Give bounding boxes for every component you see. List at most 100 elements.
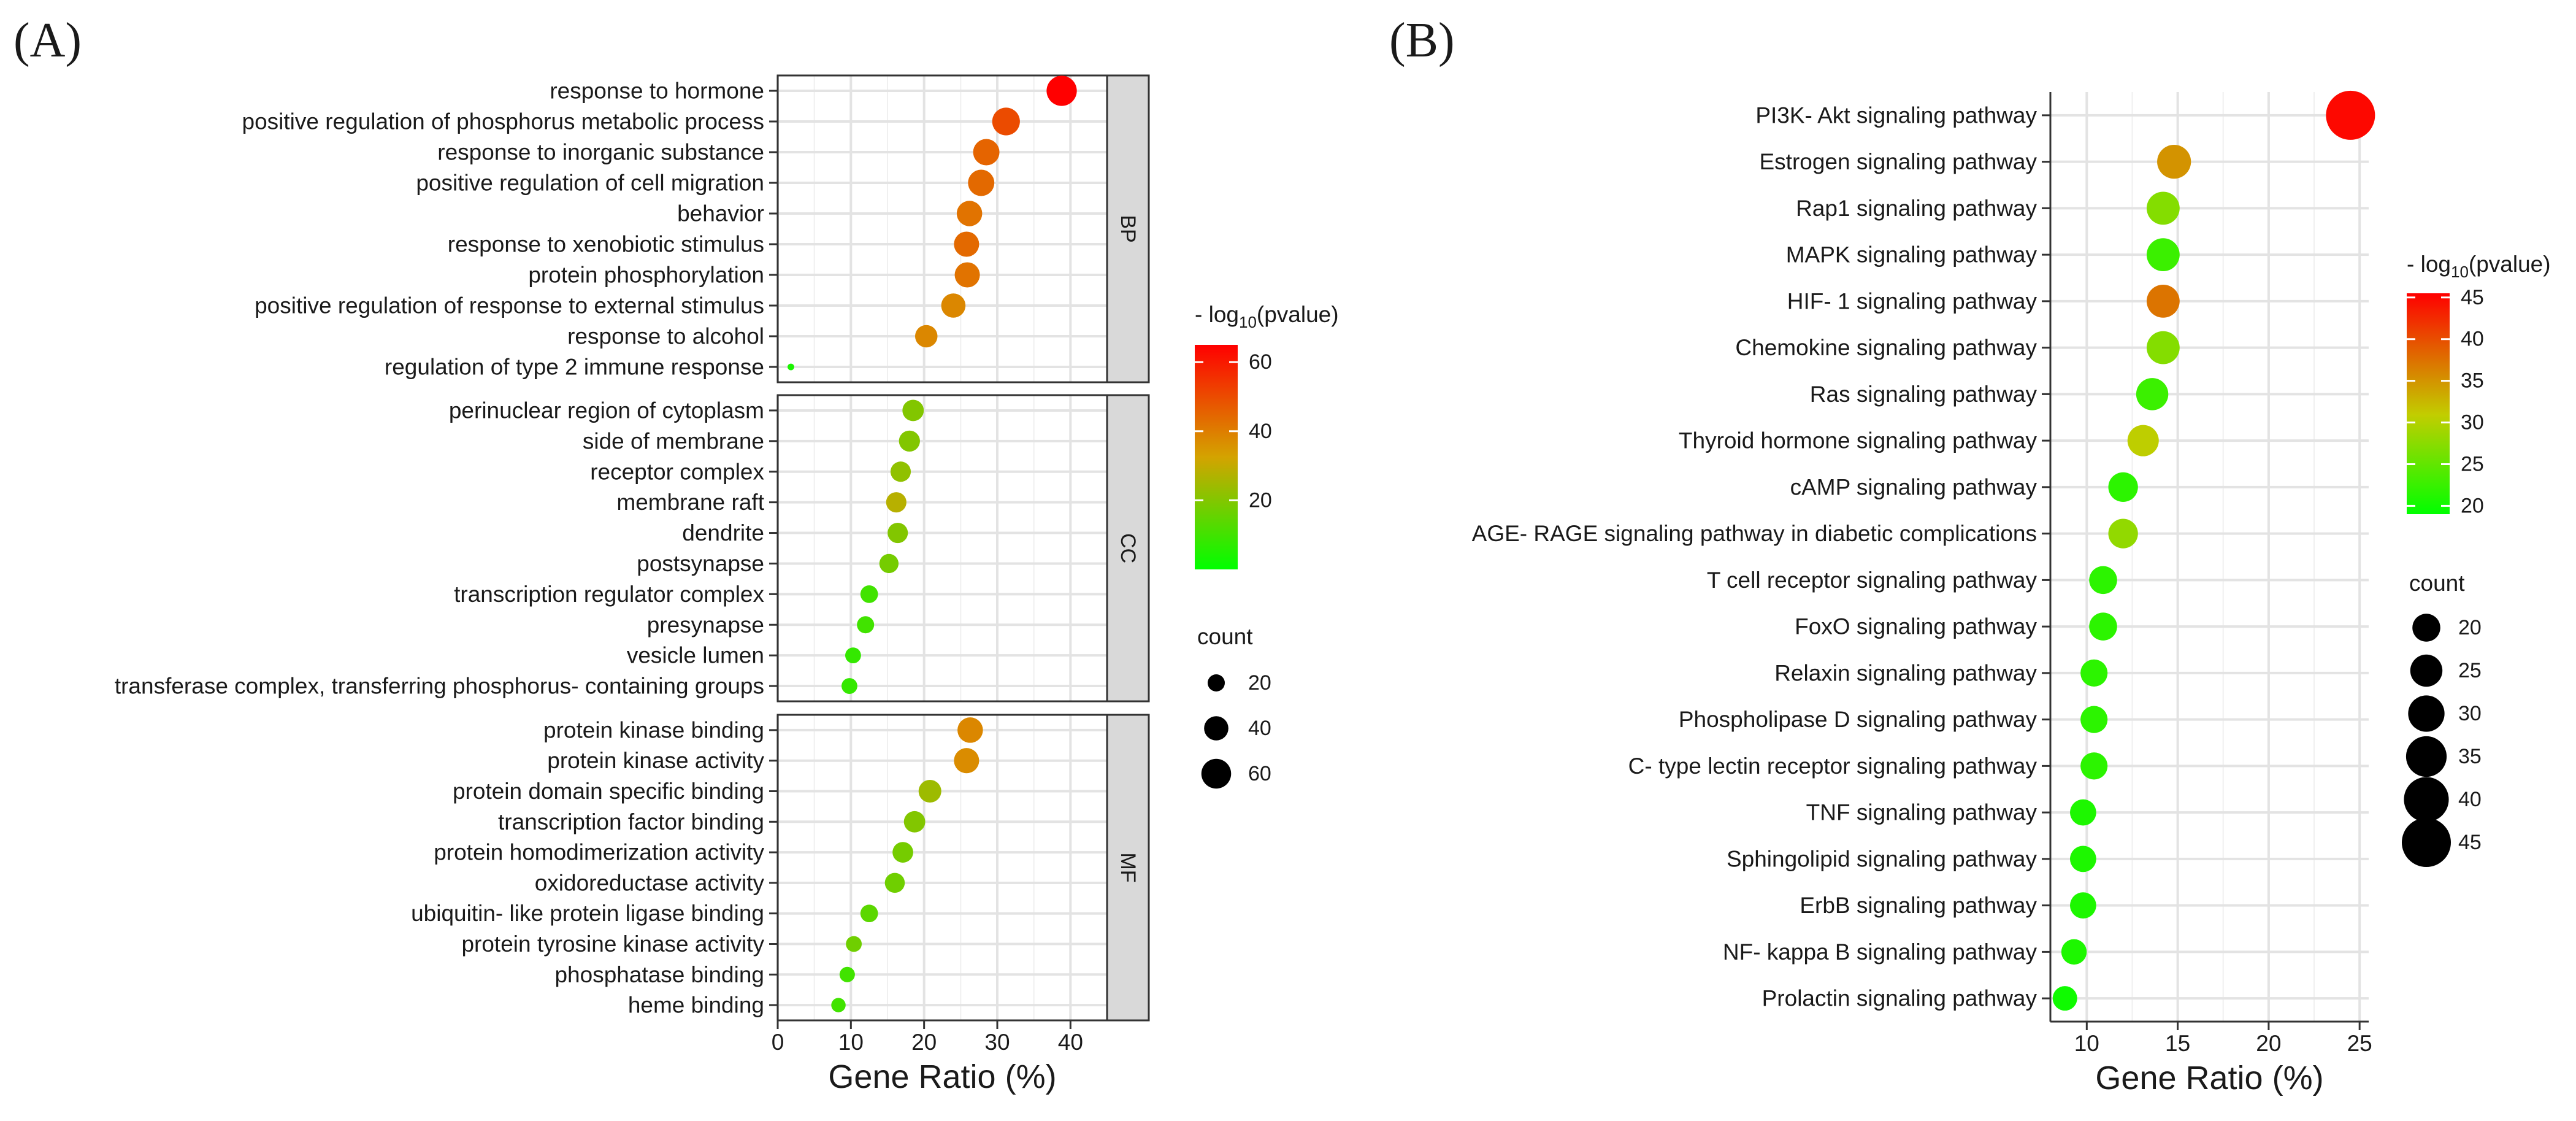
data-point [2089, 612, 2117, 641]
term-label: positive regulation of response to exter… [255, 293, 764, 318]
x-tick-label: 30 [984, 1030, 1010, 1055]
size-legend-point [2410, 654, 2443, 687]
data-point [902, 399, 924, 422]
data-point [2080, 706, 2108, 733]
term-label: transferase complex, transferring phosph… [115, 674, 764, 699]
color-legend-label: 35 [2461, 369, 2484, 393]
data-point [956, 201, 983, 226]
facet-strip [1106, 714, 1150, 1022]
data-point [918, 779, 941, 803]
size-legend-label: 25 [2458, 659, 2482, 682]
data-point [2108, 472, 2138, 503]
term-label: protein kinase binding [543, 717, 764, 742]
pathway-label: MAPK signaling pathway [1786, 242, 2037, 268]
pathway-label: ErbB signaling pathway [1800, 893, 2037, 918]
term-label: vesicle lumen [627, 643, 764, 668]
size-legend-label: 20 [2458, 616, 2482, 639]
size-legend-point [2401, 817, 2451, 868]
term-label: membrane raft [616, 490, 764, 515]
data-point [1046, 75, 1077, 106]
color-legend-label: 45 [2461, 286, 2484, 309]
size-legend-point [2405, 736, 2447, 777]
size-legend-label: 40 [1248, 717, 1271, 740]
size-legend-label: 40 [2458, 788, 2482, 811]
data-point [954, 231, 979, 257]
pathway-label: T cell receptor signaling pathway [1707, 568, 2037, 593]
data-point [973, 139, 1000, 166]
pathway-label: cAMP signaling pathway [1790, 474, 2037, 499]
data-point [860, 904, 878, 923]
data-point [788, 363, 794, 371]
data-point [914, 325, 938, 348]
panel-background [778, 75, 1107, 382]
pathway-label: PI3K- Akt signaling pathway [1755, 102, 2037, 128]
color-legend-label: 20 [1249, 488, 1272, 512]
pathway-label: Relaxin signaling pathway [1774, 660, 2037, 685]
data-point [845, 647, 861, 664]
term-label: receptor complex [590, 459, 764, 484]
color-legend-label: 20 [2461, 494, 2484, 517]
panel-a-tag: (A) [13, 13, 82, 67]
pathway-label: AGE- RAGE signaling pathway in diabetic … [1472, 521, 2037, 546]
data-point [886, 492, 907, 513]
term-label: protein kinase activity [547, 748, 764, 773]
facet-strip [1106, 74, 1150, 383]
size-legend-point [2408, 695, 2445, 732]
term-label: transcription regulator complex [454, 582, 764, 607]
term-label: behavior [677, 201, 764, 226]
facet-cc: CC perinuclear region of cytoplasm side of… [115, 394, 1150, 703]
term-label: response to xenobiotic stimulus [448, 232, 764, 257]
data-point [2326, 90, 2375, 140]
data-point [2052, 986, 2077, 1011]
data-point [846, 936, 862, 952]
x-axis-title: Gene Ratio (%) [2095, 1060, 2323, 1096]
term-label: protein tyrosine kinase activity [461, 931, 764, 957]
panel-b-chart: PI3K- Akt signaling pathway Estrogen sign… [1472, 90, 2551, 1096]
panel-a-chart: BP response to hormone positive regulation… [115, 74, 1339, 1095]
data-point [860, 585, 878, 603]
data-point [2146, 284, 2180, 318]
pathway-label: NF- kappa B signaling pathway [1723, 939, 2037, 965]
color-legend-title: - log10(pvalue) [1195, 302, 1339, 331]
x-tick-label: 15 [2165, 1031, 2190, 1056]
data-point [2070, 892, 2096, 919]
data-point [2089, 566, 2117, 595]
color-legend-label: 60 [1249, 350, 1272, 374]
data-point [2080, 752, 2108, 780]
term-label: protein homodimerization activity [434, 840, 764, 865]
pathway-label: Chemokine signaling pathway [1735, 335, 2037, 360]
data-point [831, 998, 846, 1012]
term-label: response to alcohol [567, 324, 764, 349]
data-point [892, 842, 913, 863]
pathway-label: Thyroid hormone signaling pathway [1679, 428, 2037, 453]
pathway-label: Rap1 signaling pathway [1796, 196, 2037, 221]
facet-strip-label: CC [1116, 533, 1140, 563]
facet-strip-label: BP [1116, 215, 1140, 242]
data-point [2146, 191, 2180, 225]
size-legend-label: 35 [2458, 745, 2482, 768]
term-label: ubiquitin- like protein ligase binding [411, 901, 764, 926]
term-label: perinuclear region of cytoplasm [449, 398, 764, 423]
color-legend-title: - log10(pvalue) [2407, 252, 2551, 281]
data-point [2127, 425, 2159, 456]
size-legend-point [2404, 777, 2449, 822]
data-point [887, 522, 908, 544]
pathway-label: Estrogen signaling pathway [1759, 149, 2037, 174]
size-legend-title: count [1197, 624, 1253, 649]
data-point [841, 678, 857, 694]
data-point [992, 107, 1020, 136]
panel-background [778, 715, 1107, 1020]
term-label: transcription factor binding [498, 809, 764, 834]
facet-strip-label: MF [1116, 852, 1140, 882]
color-legend-bar [2407, 293, 2450, 514]
data-point [968, 169, 995, 196]
size-legend-label: 20 [1248, 671, 1271, 695]
data-point [884, 873, 905, 893]
data-point [957, 717, 983, 743]
size-legend-point [1201, 758, 1232, 789]
pathway-label: Phospholipase D signaling pathway [1679, 707, 2037, 732]
x-tick-label: 20 [911, 1030, 937, 1055]
term-label: oxidoreductase activity [535, 870, 765, 895]
